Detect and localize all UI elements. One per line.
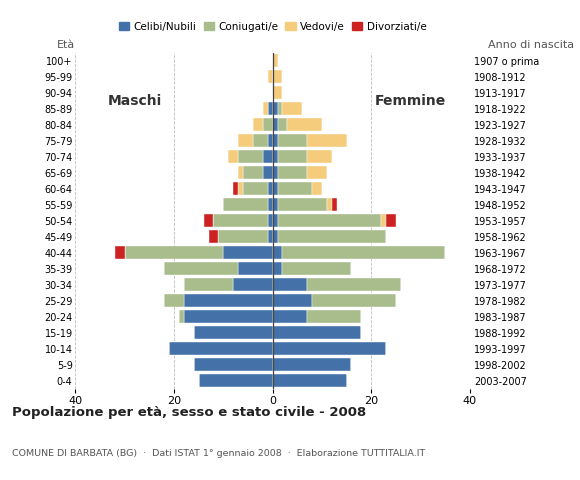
Bar <box>273 246 282 259</box>
Bar <box>243 167 263 179</box>
Bar <box>268 198 273 211</box>
Bar <box>198 374 273 387</box>
Bar <box>273 294 312 307</box>
Bar <box>263 119 273 131</box>
Bar <box>273 150 278 163</box>
Bar <box>386 215 396 227</box>
Bar <box>381 215 386 227</box>
Bar <box>184 294 273 307</box>
Bar <box>273 278 307 291</box>
Bar <box>238 150 263 163</box>
Bar <box>233 278 273 291</box>
Bar <box>278 119 288 131</box>
Bar <box>307 150 332 163</box>
Bar <box>273 102 278 115</box>
Bar <box>268 134 273 147</box>
Bar <box>204 215 213 227</box>
Bar <box>125 246 223 259</box>
Bar <box>273 374 347 387</box>
Bar <box>253 134 268 147</box>
Text: Maschi: Maschi <box>107 94 162 108</box>
Bar <box>307 167 327 179</box>
Bar <box>263 150 273 163</box>
Bar <box>273 182 278 195</box>
Bar <box>209 230 219 243</box>
Bar <box>278 102 282 115</box>
Bar <box>238 167 243 179</box>
Text: Anno di nascita: Anno di nascita <box>488 40 574 50</box>
Text: Femmine: Femmine <box>375 94 446 108</box>
Bar <box>115 246 125 259</box>
Bar <box>268 102 273 115</box>
Bar <box>273 342 386 355</box>
Bar <box>273 230 278 243</box>
Bar <box>273 54 278 67</box>
Bar <box>282 102 302 115</box>
Bar <box>278 230 386 243</box>
Text: Età: Età <box>57 40 75 49</box>
Bar <box>273 311 307 323</box>
Bar <box>253 119 263 131</box>
Bar <box>278 182 312 195</box>
Bar <box>273 326 361 339</box>
Bar <box>184 311 273 323</box>
Text: Popolazione per età, sesso e stato civile - 2008: Popolazione per età, sesso e stato civil… <box>12 406 366 419</box>
Bar <box>243 182 268 195</box>
Bar <box>273 71 282 83</box>
Bar <box>312 182 322 195</box>
Bar <box>278 215 381 227</box>
Bar <box>238 134 253 147</box>
Bar <box>238 182 243 195</box>
Bar <box>273 263 282 275</box>
Bar <box>273 359 351 371</box>
Bar <box>282 263 351 275</box>
Bar <box>273 86 282 99</box>
Bar <box>332 198 336 211</box>
Bar <box>327 198 332 211</box>
Bar <box>263 167 273 179</box>
Bar <box>184 278 233 291</box>
Bar <box>273 215 278 227</box>
Bar <box>268 215 273 227</box>
Bar <box>169 342 273 355</box>
Bar <box>164 263 238 275</box>
Bar <box>273 167 278 179</box>
Bar <box>288 119 322 131</box>
Bar <box>263 102 268 115</box>
Bar <box>164 294 184 307</box>
Bar <box>179 311 184 323</box>
Bar <box>278 198 327 211</box>
Bar <box>213 215 268 227</box>
Bar <box>194 359 273 371</box>
Bar <box>278 167 307 179</box>
Bar <box>273 198 278 211</box>
Bar <box>268 230 273 243</box>
Bar <box>307 278 401 291</box>
Bar <box>312 294 396 307</box>
Bar <box>268 71 273 83</box>
Bar <box>307 311 361 323</box>
Bar <box>307 134 347 147</box>
Bar <box>273 119 278 131</box>
Bar <box>278 150 307 163</box>
Bar <box>268 182 273 195</box>
Bar <box>273 134 278 147</box>
Bar <box>233 182 238 195</box>
Bar <box>194 326 273 339</box>
Bar <box>223 246 273 259</box>
Bar <box>218 230 268 243</box>
Bar <box>238 263 273 275</box>
Text: COMUNE DI BARBATA (BG)  ·  Dati ISTAT 1° gennaio 2008  ·  Elaborazione TUTTITALI: COMUNE DI BARBATA (BG) · Dati ISTAT 1° g… <box>12 449 425 458</box>
Bar <box>278 134 307 147</box>
Bar <box>223 198 268 211</box>
Bar <box>282 246 445 259</box>
Bar <box>229 150 238 163</box>
Legend: Celibi/Nubili, Coniugati/e, Vedovi/e, Divorziati/e: Celibi/Nubili, Coniugati/e, Vedovi/e, Di… <box>115 18 430 36</box>
